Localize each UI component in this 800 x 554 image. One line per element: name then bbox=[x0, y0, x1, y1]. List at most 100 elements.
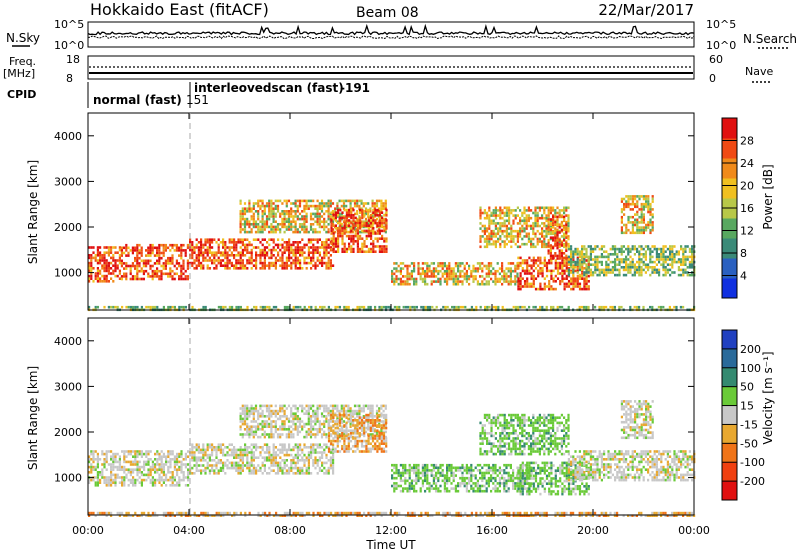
scatter-cell bbox=[638, 266, 641, 269]
scatter-cell bbox=[618, 268, 621, 272]
scatter-cell bbox=[123, 267, 126, 270]
scatter-cell bbox=[298, 430, 302, 434]
scatter-cell bbox=[154, 458, 157, 461]
scatter-cell bbox=[116, 267, 119, 270]
scatter-cell bbox=[367, 227, 370, 230]
scatter-cell bbox=[638, 228, 641, 232]
scatter-cell bbox=[217, 243, 220, 247]
scatter-cell bbox=[226, 451, 229, 454]
scatter-cell bbox=[149, 468, 152, 471]
scatter-cell bbox=[285, 451, 288, 454]
scatter-cell bbox=[156, 305, 159, 309]
scatter-cell bbox=[105, 458, 108, 461]
scatter-cell bbox=[640, 273, 643, 277]
scatter-cell bbox=[348, 237, 351, 240]
scatter-cell bbox=[481, 267, 484, 270]
scatter-cell bbox=[246, 433, 249, 436]
scatter-cell bbox=[340, 215, 343, 218]
scatter-cell bbox=[348, 242, 351, 246]
scatter-cell bbox=[266, 246, 269, 249]
scatter-cell bbox=[263, 225, 266, 229]
scatter-cell bbox=[239, 466, 242, 470]
scatter-cell bbox=[233, 254, 236, 257]
scatter-cell bbox=[410, 269, 413, 273]
scatter-cell bbox=[521, 305, 524, 309]
scatter-cell bbox=[217, 461, 220, 465]
scatter-cell bbox=[237, 261, 240, 265]
scatter-cell bbox=[114, 452, 117, 456]
scatter-cell bbox=[508, 227, 511, 230]
scatter-cell bbox=[381, 216, 384, 220]
scatter-cell bbox=[655, 255, 658, 259]
scatter-cell bbox=[165, 484, 168, 487]
scatter-cell bbox=[129, 305, 132, 309]
scatter-cell bbox=[658, 273, 661, 277]
scatter-cell bbox=[589, 271, 592, 274]
scatter-cell bbox=[303, 217, 306, 221]
scatter-cell bbox=[219, 461, 222, 465]
scatter-cell bbox=[296, 215, 299, 218]
scatter-cell bbox=[171, 458, 174, 461]
scatter-cell bbox=[636, 195, 639, 198]
scatter-cell bbox=[331, 202, 335, 205]
scatter-cell bbox=[558, 226, 561, 229]
scatter-cell bbox=[526, 259, 529, 262]
scatter-cell bbox=[494, 272, 497, 276]
scatter-cell bbox=[361, 245, 364, 248]
scatter-cell bbox=[136, 465, 139, 469]
scatter-cell bbox=[171, 473, 174, 477]
scatter-cell bbox=[277, 238, 280, 241]
scatter-cell bbox=[266, 254, 269, 257]
scatter-cell bbox=[561, 280, 564, 283]
scatter-cell bbox=[441, 264, 444, 268]
scatter-cell bbox=[623, 205, 626, 209]
scatter-cell bbox=[307, 412, 310, 415]
scatter-cell bbox=[129, 468, 132, 471]
scatter-cell bbox=[479, 222, 482, 225]
scatter-cell bbox=[246, 305, 249, 309]
scatter-cell bbox=[329, 459, 332, 462]
scatter-cell bbox=[261, 212, 264, 216]
scatter-cell bbox=[266, 472, 269, 475]
scatter-cell bbox=[204, 256, 207, 260]
scatter-cell bbox=[541, 267, 544, 270]
scatter-cell bbox=[114, 458, 117, 461]
scatter-cell bbox=[299, 469, 302, 472]
scatter-cell bbox=[645, 228, 648, 232]
scatter-cell bbox=[485, 264, 488, 268]
scatter-cell bbox=[365, 250, 368, 253]
scatter-cell bbox=[592, 250, 595, 253]
scatter-cell bbox=[675, 305, 678, 309]
scatter-cell bbox=[138, 452, 141, 456]
scatter-cell bbox=[294, 225, 297, 229]
scatter-cell bbox=[691, 255, 694, 259]
scatter-cell bbox=[255, 456, 258, 459]
scatter-cell bbox=[348, 224, 351, 227]
scatter-cell bbox=[182, 277, 185, 281]
scatter-cell bbox=[254, 428, 258, 431]
scatter-cell bbox=[558, 254, 561, 258]
scatter-cell bbox=[507, 280, 510, 283]
scatter-cell bbox=[616, 268, 619, 272]
scatter-cell bbox=[107, 261, 110, 265]
scatter-cell bbox=[217, 251, 220, 254]
scatter-cell bbox=[671, 250, 674, 253]
scatter-cell bbox=[508, 211, 511, 215]
scatter-cell bbox=[279, 409, 282, 413]
scatter-cell bbox=[219, 469, 222, 472]
scatter-cell bbox=[107, 478, 110, 482]
scatter-cell bbox=[178, 277, 181, 281]
scatter-cell bbox=[250, 472, 253, 475]
scatter-cell bbox=[90, 450, 93, 453]
scatter-cell bbox=[677, 250, 680, 253]
scatter-cell bbox=[272, 210, 275, 213]
scatter-cell bbox=[651, 245, 654, 248]
scatter-cell bbox=[195, 246, 198, 249]
scatter-cell bbox=[307, 461, 310, 465]
scatter-cell bbox=[567, 242, 570, 246]
scatter-cell bbox=[248, 464, 251, 467]
scatter-cell bbox=[532, 261, 535, 265]
scatter-cell bbox=[594, 268, 597, 272]
scatter-cell bbox=[378, 224, 381, 227]
scatter-cell bbox=[200, 464, 203, 467]
